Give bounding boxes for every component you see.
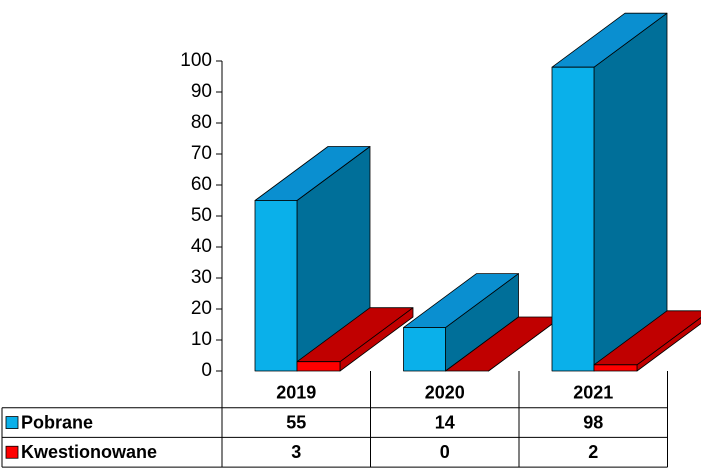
bar: [254, 146, 371, 372]
y-tick-label: 60: [191, 174, 212, 195]
bar-front: [593, 364, 638, 372]
table-value: 0: [440, 442, 450, 462]
legend-swatch: [5, 445, 19, 459]
bar-front: [296, 361, 341, 372]
y-tick-label: 10: [191, 329, 212, 350]
table-value: 98: [583, 412, 603, 432]
bar: [551, 12, 668, 372]
bar: [593, 310, 701, 372]
bar-side: [593, 12, 668, 372]
table-value: 2: [588, 442, 598, 462]
bar-front: [551, 66, 595, 372]
legend-swatch: [5, 416, 19, 429]
table-value: 3: [291, 442, 301, 462]
category-label: 2019: [276, 383, 316, 403]
y-tick-label: 70: [191, 143, 212, 164]
category-label: 2021: [573, 383, 613, 403]
y-tick-label: 40: [191, 236, 212, 257]
bar: [296, 307, 414, 372]
y-tick-label: 90: [191, 81, 212, 102]
legend-label: Kwestionowane: [21, 442, 157, 462]
bar-front: [403, 327, 446, 372]
y-tick-label: 80: [191, 112, 212, 133]
legend-label: Pobrane: [21, 412, 93, 432]
y-tick-label: 20: [191, 298, 212, 319]
bar: [403, 273, 519, 372]
table-value: 14: [435, 412, 455, 432]
table-value: 55: [286, 412, 306, 432]
category-label: 2020: [425, 383, 465, 403]
y-tick-label: 30: [191, 267, 212, 288]
y-tick-label: 100: [180, 50, 212, 71]
bar-front: [254, 200, 298, 372]
y-tick-label: 0: [201, 360, 212, 381]
y-tick-label: 50: [191, 205, 212, 226]
